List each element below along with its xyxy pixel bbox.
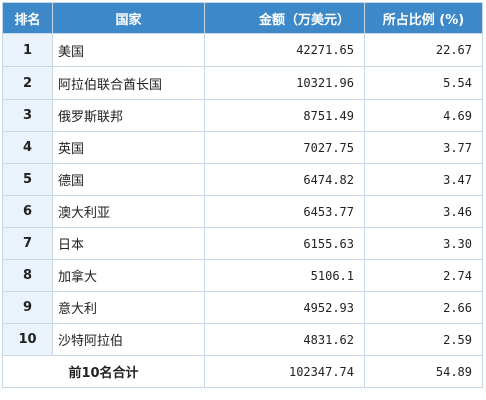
amount-cell: 5106.1 — [204, 259, 365, 292]
table-row: 4 英国 7027.75 3.77 — [2, 131, 483, 164]
share-cell: 3.46 — [364, 195, 483, 228]
rank-cell: 7 — [2, 227, 53, 260]
share-cell: 22.67 — [364, 33, 483, 67]
country-cell: 俄罗斯联邦 — [52, 99, 205, 132]
table-row: 3 俄罗斯联邦 8751.49 4.69 — [2, 99, 483, 132]
header-share: 所占比例 (%) — [364, 2, 483, 34]
rank-cell: 2 — [2, 66, 53, 100]
table-row: 8 加拿大 5106.1 2.74 — [2, 259, 483, 292]
amount-cell: 7027.75 — [204, 131, 365, 164]
table-body: 1 美国 42271.65 22.67 2 阿拉伯联合酋长国 10321.96 … — [2, 33, 483, 388]
share-cell: 3.47 — [364, 163, 483, 196]
share-cell: 3.30 — [364, 227, 483, 260]
amount-cell: 4831.62 — [204, 323, 365, 356]
table-row: 5 德国 6474.82 3.47 — [2, 163, 483, 196]
rank-cell: 5 — [2, 163, 53, 196]
header-rank: 排名 — [2, 2, 53, 34]
country-cell: 加拿大 — [52, 259, 205, 292]
country-cell: 澳大利亚 — [52, 195, 205, 228]
country-cell: 意大利 — [52, 291, 205, 324]
rank-cell: 3 — [2, 99, 53, 132]
table-row: 6 澳大利亚 6453.77 3.46 — [2, 195, 483, 228]
rank-cell: 9 — [2, 291, 53, 324]
amount-cell: 4952.93 — [204, 291, 365, 324]
country-cell: 日本 — [52, 227, 205, 260]
table-row: 1 美国 42271.65 22.67 — [2, 33, 483, 67]
amount-cell: 42271.65 — [204, 33, 365, 67]
total-share: 54.89 — [364, 355, 483, 388]
rank-cell: 1 — [2, 33, 53, 67]
total-amount: 102347.74 — [204, 355, 365, 388]
table-row: 10 沙特阿拉伯 4831.62 2.59 — [2, 323, 483, 356]
country-cell: 德国 — [52, 163, 205, 196]
share-cell: 4.69 — [364, 99, 483, 132]
amount-cell: 8751.49 — [204, 99, 365, 132]
rank-cell: 6 — [2, 195, 53, 228]
country-cell: 沙特阿拉伯 — [52, 323, 205, 356]
header-country: 国家 — [52, 2, 205, 34]
ranking-table: 排名 国家 金额（万美元） 所占比例 (%) 1 美国 42271.65 22.… — [2, 2, 483, 388]
amount-cell: 6474.82 — [204, 163, 365, 196]
country-cell: 英国 — [52, 131, 205, 164]
table-row: 7 日本 6155.63 3.30 — [2, 227, 483, 260]
share-cell: 2.66 — [364, 291, 483, 324]
share-cell: 2.74 — [364, 259, 483, 292]
total-row: 前10名合计 102347.74 54.89 — [2, 355, 483, 388]
amount-cell: 10321.96 — [204, 66, 365, 100]
country-cell: 美国 — [52, 33, 205, 67]
share-cell: 5.54 — [364, 66, 483, 100]
table-row: 2 阿拉伯联合酋长国 10321.96 5.54 — [2, 66, 483, 100]
header-row: 排名 国家 金额（万美元） 所占比例 (%) — [2, 2, 483, 34]
share-cell: 2.59 — [364, 323, 483, 356]
table-header: 排名 国家 金额（万美元） 所占比例 (%) — [2, 2, 483, 34]
amount-cell: 6453.77 — [204, 195, 365, 228]
share-cell: 3.77 — [364, 131, 483, 164]
total-label: 前10名合计 — [2, 355, 205, 388]
country-cell: 阿拉伯联合酋长国 — [52, 66, 205, 100]
rank-cell: 4 — [2, 131, 53, 164]
rank-cell: 8 — [2, 259, 53, 292]
table-row: 9 意大利 4952.93 2.66 — [2, 291, 483, 324]
amount-cell: 6155.63 — [204, 227, 365, 260]
header-amount: 金额（万美元） — [204, 2, 365, 34]
ranking-table-container: 排名 国家 金额（万美元） 所占比例 (%) 1 美国 42271.65 22.… — [2, 2, 483, 388]
rank-cell: 10 — [2, 323, 53, 356]
